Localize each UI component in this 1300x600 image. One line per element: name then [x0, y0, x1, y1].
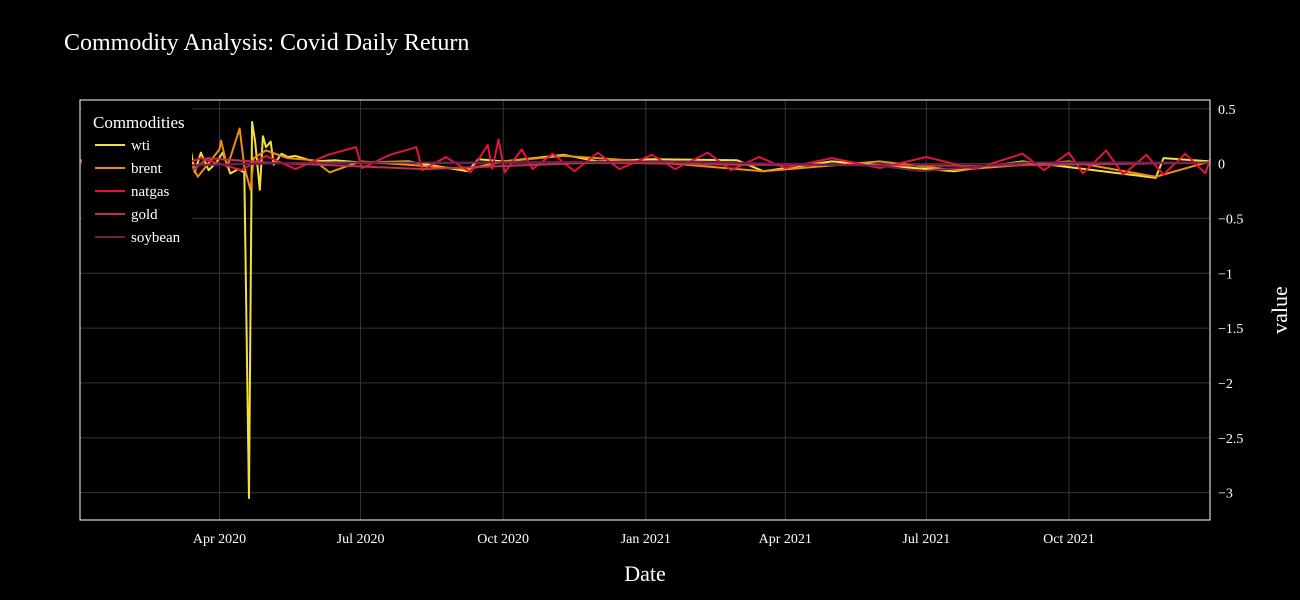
x-tick-label: Oct 2020 [477, 532, 529, 547]
y-tick-label: 0.5 [1218, 103, 1236, 118]
chart-title: Commodity Analysis: Covid Daily Return [64, 30, 469, 56]
legend-label-wti: wti [131, 138, 150, 154]
x-tick-labels: Apr 2020 Jul 2020 Oct 2020 Jan 2021 Apr 2021… [193, 532, 1095, 547]
y-tick-label: −2 [1218, 377, 1233, 392]
y-tick-label: −1.5 [1218, 322, 1243, 337]
x-tick-label: Jul 2021 [902, 532, 950, 547]
y-tick-label: −0.5 [1218, 212, 1243, 227]
y-tick-label: −3 [1218, 487, 1233, 502]
y-tick-label: −2.5 [1218, 432, 1243, 447]
legend-title: Commodities [93, 113, 185, 132]
y-tick-label: −1 [1218, 267, 1233, 282]
legend-label-brent: brent [131, 161, 163, 177]
x-tick-label: Oct 2021 [1043, 532, 1095, 547]
y-axis-title: value [1267, 286, 1292, 334]
legend-label-gold: gold [131, 207, 158, 223]
legend-items: wti brent natgas gold soybean [95, 138, 181, 246]
x-axis-title: Date [624, 561, 666, 586]
legend-label-natgas: natgas [131, 184, 169, 200]
x-tick-label: Apr 2020 [193, 532, 246, 547]
x-tick-label: Jan 2021 [621, 532, 671, 547]
x-tick-label: Apr 2021 [759, 532, 812, 547]
plot-frame [79, 99, 1211, 521]
y-tick-label: 0 [1218, 158, 1225, 173]
legend: Commodities wti brent natgas gold soybean [82, 108, 192, 248]
legend-background [82, 108, 192, 248]
series-line-natgas [79, 138, 1211, 176]
series-line-soybean [79, 160, 1210, 173]
x-tick-label: Jul 2020 [337, 532, 385, 547]
y-tick-labels: 0.5 0 −0.5 −1 −1.5 −2 −2.5 −3 [1218, 103, 1243, 502]
legend-label-soybean: soybean [131, 230, 181, 246]
